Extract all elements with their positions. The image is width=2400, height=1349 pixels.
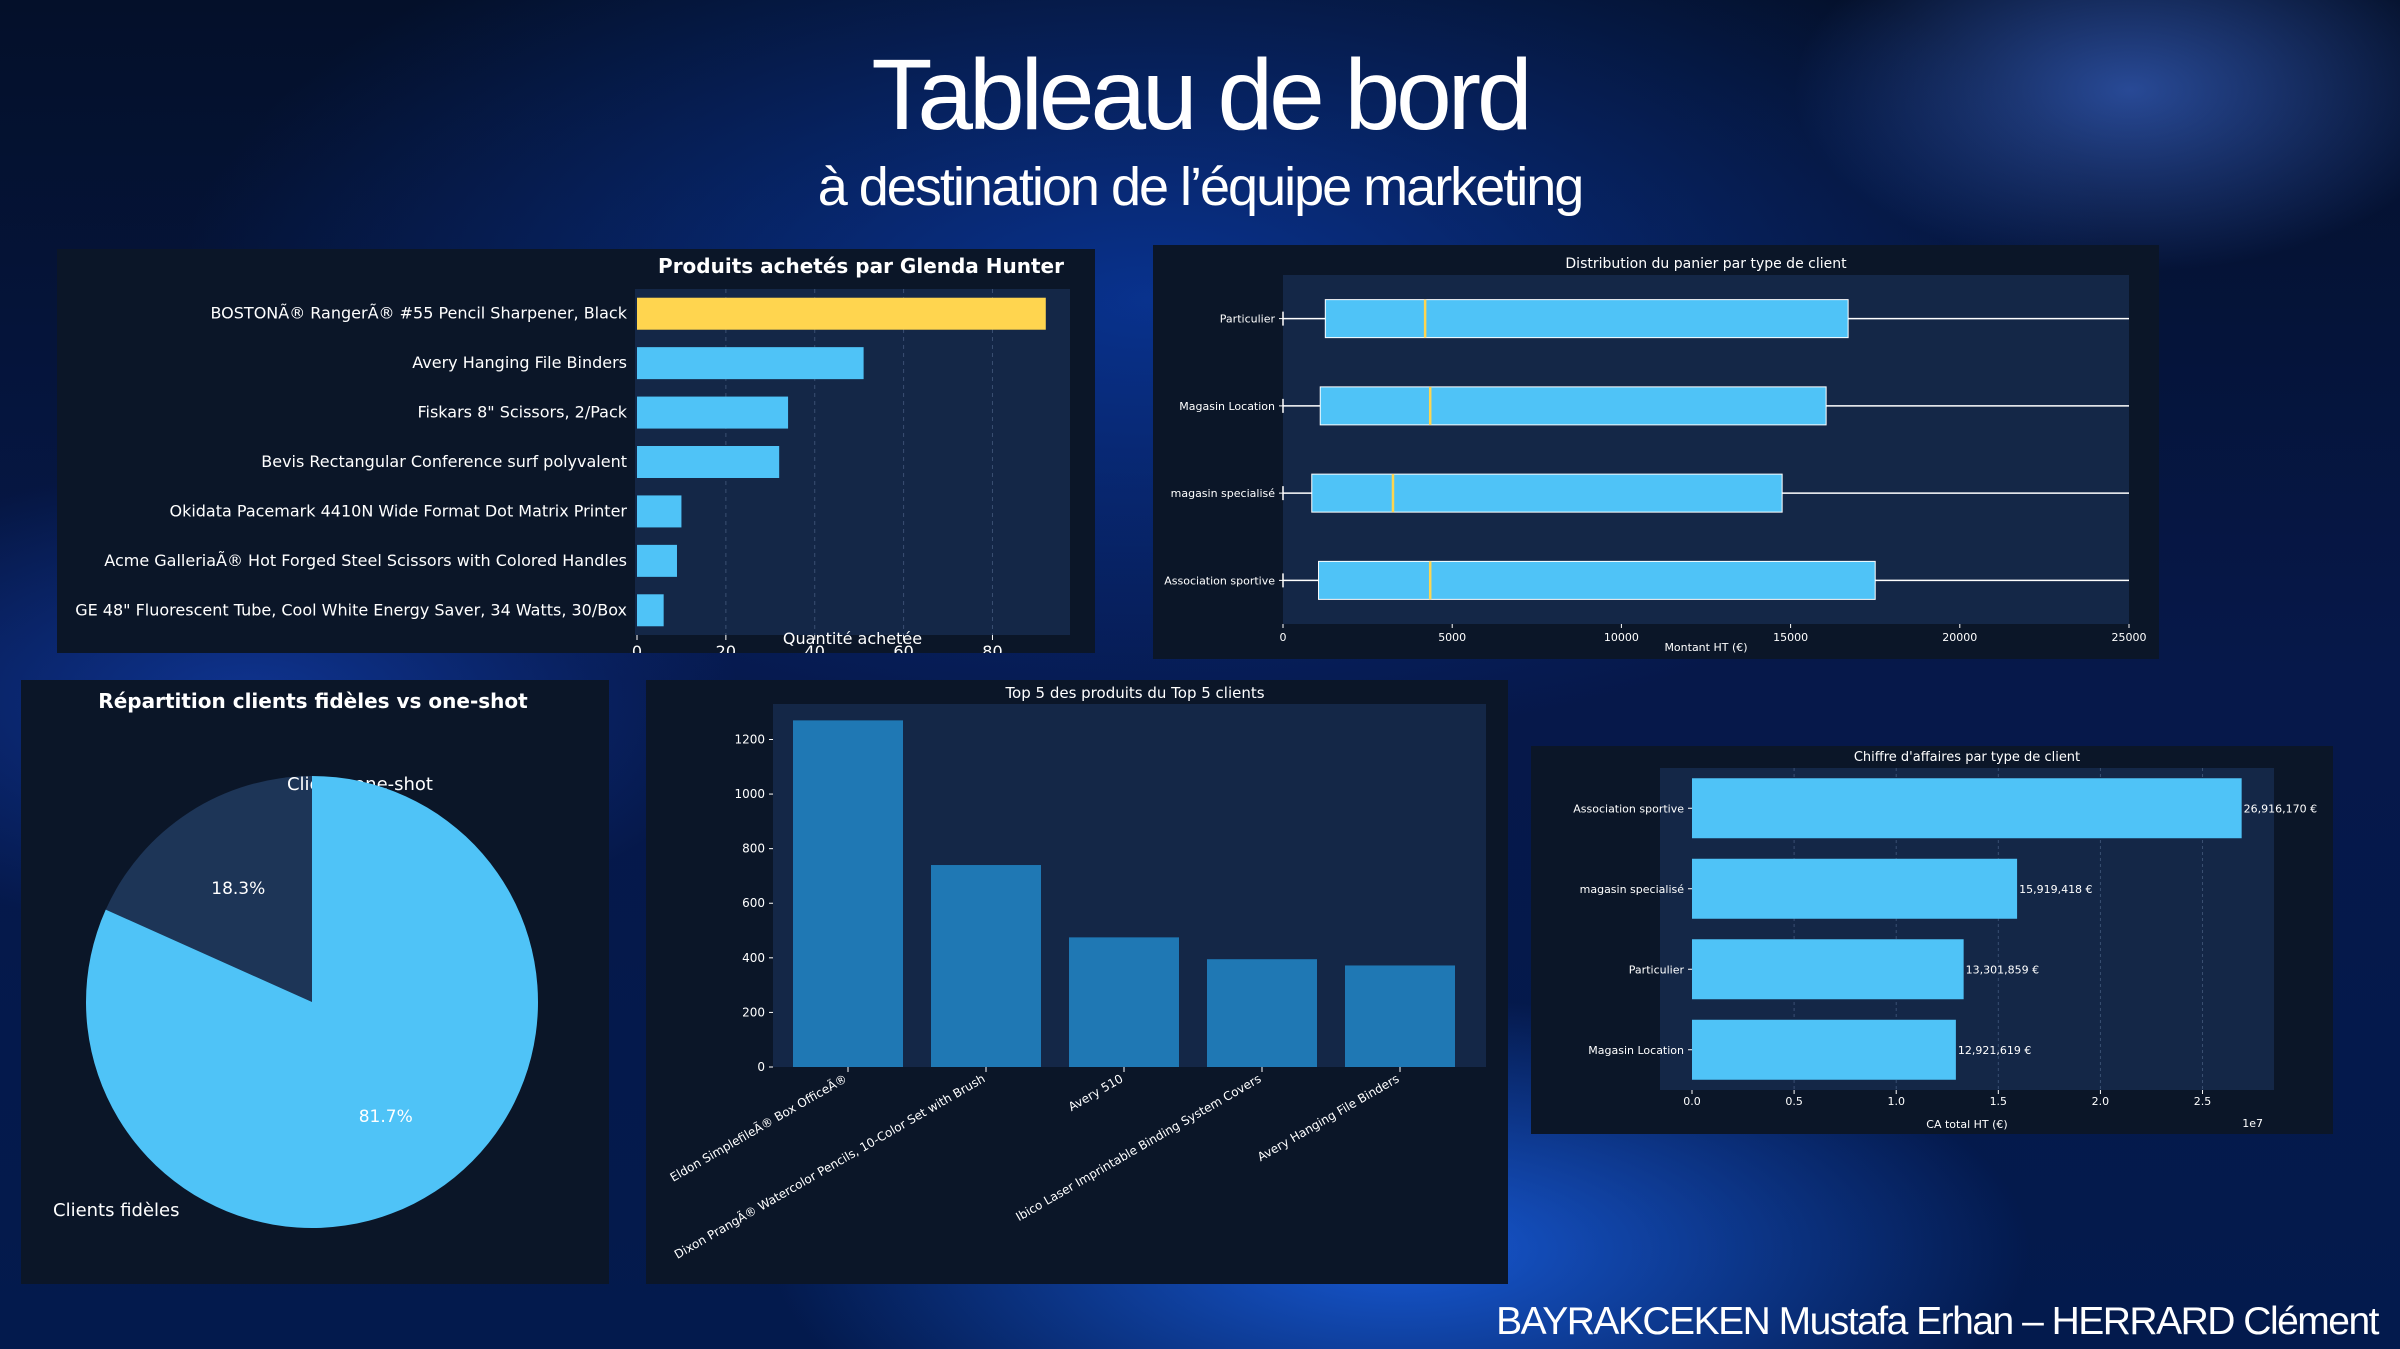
x-tick-label: Avery Hanging File Binders [1255,1071,1401,1164]
bar [637,347,864,380]
bar [1692,858,2018,919]
axis-scale-note: 1e7 [2242,1117,2263,1130]
pie-value-label: 18.3% [211,879,265,899]
y-tick-label: Bevis Rectangular Conference surf polyva… [261,452,627,471]
x-tick-label: 2.0 [2092,1095,2110,1108]
x-tick-label: 15000 [1773,631,1808,644]
chart-revenue-by-client: Chiffre d'affaires par type de client 0.0… [1531,746,2333,1134]
y-tick-label: Fiskars 8" Scissors, 2/Pack [417,403,627,422]
x-tick-label: 0 [632,642,642,653]
chart-glenda-products: Produits achetés par Glenda Hunter 0 20 40 6… [57,249,1095,653]
basket-distribution-svg: Distribution du panier par type de clien… [1164,256,2147,654]
y-tick-label: Avery Hanging File Binders [412,353,627,372]
top5-products-svg: Top 5 des produits du Top 5 clients 0 200 4… [667,684,1486,1262]
x-tick-label: 0.5 [1785,1095,1803,1108]
y-tick-label: 600 [742,896,765,910]
y-tick-label: Okidata Pacemark 4410N Wide Format Dot M… [169,501,627,520]
y-tick-label: Association sportive [1573,802,1684,815]
bar [931,865,1041,1067]
bar [1692,778,2242,839]
pie-slice [105,776,312,1002]
x-tick-label: 0.0 [1683,1095,1701,1108]
chart-client-loyalty-pie: Répartition clients fidèles vs one-shot 1… [21,680,609,1284]
box [1319,386,1827,426]
bar-value-label: 13,301,859 € [1966,963,2039,976]
x-tick-label: 40 [805,642,825,653]
revenue-by-client-svg: Chiffre d'affaires par type de client 0.0… [1573,750,2317,1131]
y-tick-label: 0 [757,1060,765,1074]
y-tick-label: Particulier [1220,313,1276,326]
pie-category-label: Clients fidèles [53,1200,180,1221]
chart-title: Produits achetés par Glenda Hunter [658,254,1064,278]
x-tick-label: 1.0 [1887,1095,1905,1108]
bar [1345,965,1455,1067]
bar [637,446,780,478]
x-tick-label: 25000 [2112,631,2147,644]
bar [637,495,682,528]
y-tick-label: 1000 [734,787,765,801]
y-tick-label: magasin specialisé [1171,487,1276,500]
bar [1207,959,1317,1067]
x-axis-label: Montant HT (€) [1664,641,1747,654]
bar [637,544,677,577]
chart-top5-products: Top 5 des produits du Top 5 clients 0 200 4… [646,680,1508,1284]
x-tick-label: 20 [716,642,736,653]
y-tick-label: 200 [742,1005,765,1019]
chart-title: Distribution du panier par type de clien… [1565,256,1847,272]
x-axis-label: Quantité achetée [783,629,922,648]
x-tick-label: Dixon PrangÃ® Watercolor Pencils, 10-Col… [671,1071,987,1262]
box [1324,299,1849,339]
y-tick-label: magasin specialisé [1580,883,1685,896]
bar-value-label: 15,919,418 € [2019,883,2092,896]
x-tick-label: 10000 [1604,631,1639,644]
glenda-products-svg: Produits achetés par Glenda Hunter 0 20 40 6… [75,254,1070,653]
y-tick-label: 1200 [734,732,765,746]
chart-title: Top 5 des produits du Top 5 clients [1004,684,1264,702]
pie-slice [86,776,539,1228]
bar [793,720,903,1067]
y-tick-label: BOSTONÃ® RangerÃ® #55 Pencil Sharpener, … [210,304,627,323]
y-tick-label: Particulier [1629,963,1685,976]
bar [637,297,1046,330]
bar [637,396,789,429]
x-tick-label: Avery 510 [1066,1071,1126,1113]
dashboard-subtitle: à destination de l’équipe marketing [817,157,1585,217]
dashboard-title: Tableau de bord [871,39,1532,151]
x-tick-label: Ibico Laser Imprintable Binding System C… [1013,1071,1263,1223]
y-tick-label: GE 48" Fluorescent Tube, Cool White Ener… [75,600,627,619]
chart-basket-distribution: Distribution du panier par type de clien… [1153,245,2159,659]
bar [1692,939,1964,1000]
bar [637,594,664,627]
bar-value-label: 26,916,170 € [2244,802,2317,815]
chart-title: Chiffre d'affaires par type de client [1854,750,2080,765]
authors-footer: BAYRAKCEKEN Mustafa Erhan – HERRARD Clém… [1496,1300,2379,1343]
x-tick-label: 20000 [1942,631,1977,644]
y-tick-label: 400 [742,951,765,965]
x-tick-label: 60 [893,642,913,653]
y-tick-label: Magasin Location [1588,1044,1684,1057]
x-tick-label: 80 [982,642,1002,653]
bar [1069,937,1179,1067]
x-axis-label: CA total HT (€) [1926,1118,2007,1131]
client-loyalty-svg: Répartition clients fidèles vs one-shot 1… [53,689,539,1228]
y-tick-label: Magasin Location [1179,400,1275,413]
y-tick-label: Acme GalleriaÃ® Hot Forged Steel Scissor… [104,551,627,570]
y-tick-label: 800 [742,842,765,856]
x-tick-label: 2.5 [2194,1095,2212,1108]
bar [1692,1019,1956,1080]
bar-value-label: 12,921,619 € [1958,1044,2031,1057]
chart-title: Répartition clients fidèles vs one-shot [98,689,528,713]
x-tick-label: 5000 [1438,631,1466,644]
y-tick-label: Association sportive [1164,574,1275,587]
x-tick-label: 0 [1280,631,1287,644]
pie-value-label: 81.7% [359,1107,413,1127]
box [1318,560,1876,600]
x-tick-label: 1.5 [1990,1095,2008,1108]
box [1311,473,1783,513]
